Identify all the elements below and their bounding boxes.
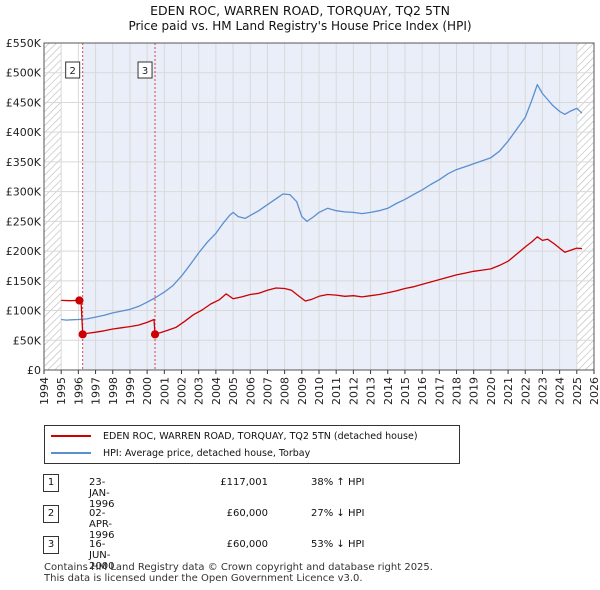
x-tick-label: 1998	[107, 377, 120, 405]
y-tick-label: £450K	[6, 96, 42, 109]
x-tick-label: 2014	[382, 377, 395, 405]
price-chart: 2 3 £0 £50K £100K £150K £200K £250K £300K £350K £…	[6, 37, 600, 405]
y-tick-label: £200K	[6, 245, 42, 258]
x-tick-label: 1994	[38, 377, 51, 405]
x-tick-label: 2017	[433, 377, 446, 405]
transaction-hpi: 27% ↓ HPI	[311, 508, 365, 519]
x-tick-label: 2005	[227, 377, 240, 405]
hatched-region	[576, 43, 594, 370]
x-tick-label: 2020	[485, 377, 498, 405]
x-tick-label: 2022	[519, 377, 532, 405]
legend-label-hpi: HPI: Average price, detached house, Torb…	[103, 447, 311, 459]
transaction-number: 3	[43, 536, 59, 554]
x-tick-label: 2009	[296, 377, 309, 405]
x-tick-label: 2007	[261, 377, 274, 405]
y-tick-label: £400K	[6, 126, 42, 139]
transaction-number: 2	[43, 505, 59, 523]
x-tick-label: 1995	[55, 377, 68, 405]
x-tick-label: 1997	[90, 377, 103, 405]
x-tick-label: 2024	[554, 377, 567, 405]
x-tick-label: 2006	[244, 377, 257, 405]
legend-item-property: EDEN ROC, WARREN ROAD, TORQUAY, TQ2 5TN …	[51, 429, 418, 443]
transaction-number: 1	[43, 474, 59, 492]
y-tick-label: £0	[27, 364, 41, 377]
transaction-date: 02-APR-1996	[89, 508, 115, 541]
x-tick-label: 2013	[365, 377, 378, 405]
footer-licence: This data is licensed under the Open Gov…	[44, 573, 363, 584]
x-tick-label: 2025	[571, 377, 584, 405]
chart-subtitle: Price paid vs. HM Land Registry's House …	[128, 19, 472, 33]
y-tick-label: £50K	[13, 334, 42, 347]
hpi-line	[61, 83, 583, 321]
x-tick-label: 2002	[176, 377, 189, 405]
x-tick-label: 2021	[502, 377, 515, 405]
x-tick-label: 2003	[193, 377, 206, 405]
transaction-date: 23-JAN-1996	[89, 477, 115, 510]
transaction-hpi: 53% ↓ HPI	[311, 539, 365, 550]
x-tick-label: 2001	[158, 377, 171, 405]
transaction-price: £117,001	[220, 477, 268, 488]
footer-copyright: Contains HM Land Registry data © Crown c…	[44, 562, 433, 573]
chart-title: EDEN ROC, WARREN ROAD, TORQUAY, TQ2 5TN	[150, 3, 450, 18]
x-tick-label: 2026	[588, 377, 600, 405]
transaction-tag-label: 3	[142, 66, 148, 77]
legend-swatch-hpi	[51, 452, 91, 454]
transaction-hpi: 38% ↑ HPI	[311, 477, 365, 488]
x-tick-label: 2000	[141, 377, 154, 405]
x-tick-label: 2019	[468, 377, 481, 405]
x-tick-label: 2023	[536, 377, 549, 405]
transaction-tag-box	[137, 61, 153, 79]
x-tick-label: 2015	[399, 377, 412, 405]
transaction-point	[150, 330, 160, 339]
x-tick-label: 2004	[210, 377, 223, 405]
x-tick-label: 2012	[347, 377, 360, 405]
y-tick-label: £250K	[6, 215, 42, 228]
transaction-point	[75, 296, 84, 305]
legend-label-property: EDEN ROC, WARREN ROAD, TORQUAY, TQ2 5TN …	[103, 430, 418, 442]
transaction-price: £60,000	[226, 508, 268, 519]
shaded-period	[82, 43, 577, 370]
legend-item-hpi: HPI: Average price, detached house, Torb…	[51, 446, 310, 460]
plot-frame	[43, 42, 595, 371]
y-tick-label: £300K	[6, 186, 42, 199]
x-tick-label: 1999	[124, 377, 137, 405]
x-tick-label: 2018	[451, 377, 464, 405]
y-tick-label: £550K	[6, 37, 42, 50]
chart-legend: EDEN ROC, WARREN ROAD, TORQUAY, TQ2 5TN …	[44, 425, 460, 464]
x-tick-label: 2008	[279, 377, 292, 405]
x-tick-label: 2016	[416, 377, 429, 405]
y-tick-label: £150K	[6, 275, 42, 288]
transaction-point	[78, 330, 87, 339]
y-tick-label: £350K	[6, 156, 42, 169]
transaction-price: £60,000	[226, 539, 268, 550]
transaction-date: 16-JUN-2000	[89, 539, 115, 572]
x-tick-label: 2010	[313, 377, 326, 405]
y-tick-label: £100K	[6, 305, 42, 318]
x-tick-label: 1996	[72, 377, 85, 405]
footer: Contains HM Land Registry data © Crown c…	[44, 562, 433, 584]
price-paid-line	[61, 236, 583, 335]
y-tick-label: £500K	[6, 67, 42, 80]
legend-swatch-property	[51, 435, 91, 437]
transaction-tag-label: 2	[69, 66, 75, 77]
transaction-tag-box	[65, 61, 81, 79]
hatched-region	[44, 43, 62, 370]
x-tick-label: 2011	[330, 377, 343, 405]
